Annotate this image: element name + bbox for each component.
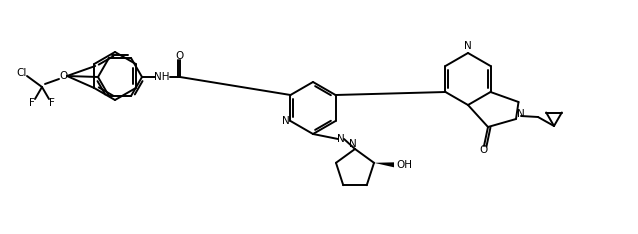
Text: N: N (337, 134, 345, 144)
Text: N: N (349, 139, 357, 149)
Text: N: N (281, 116, 290, 126)
Text: N: N (464, 41, 472, 51)
Text: NH: NH (154, 72, 170, 82)
Text: O: O (59, 71, 67, 81)
Polygon shape (374, 162, 394, 167)
Text: O: O (480, 145, 488, 155)
Text: O: O (176, 51, 184, 61)
Text: N: N (517, 109, 525, 119)
Text: F: F (29, 98, 35, 108)
Text: Cl: Cl (17, 68, 27, 78)
Text: F: F (49, 98, 55, 108)
Text: OH: OH (396, 160, 412, 170)
